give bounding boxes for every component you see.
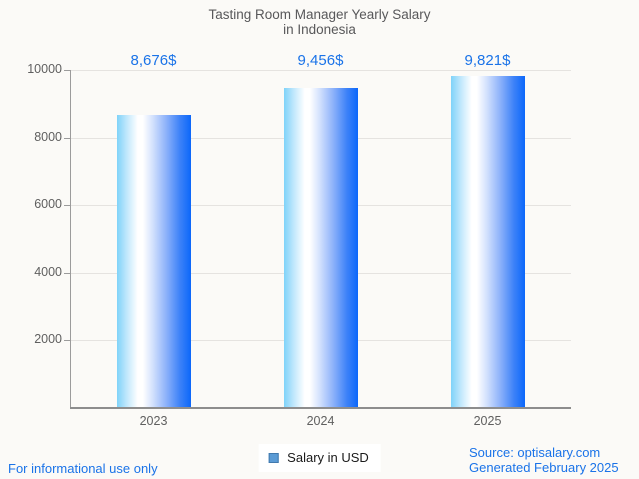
- bar-value-label: 9,456$: [297, 52, 344, 69]
- salary-bar: [283, 88, 358, 407]
- chart-title: Tasting Room Manager Yearly Salary in In…: [0, 7, 639, 37]
- source-text: Source: optisalary.com Generated Februar…: [469, 445, 619, 475]
- salary-bar: [116, 115, 191, 407]
- y-tick-mark: [64, 205, 70, 207]
- legend-swatch-icon: [268, 452, 279, 463]
- disclaimer-text: For informational use only: [8, 461, 158, 476]
- x-axis-category-label: 2024: [306, 414, 335, 428]
- bar-value-label: 9,821$: [464, 52, 511, 69]
- source-line: Source: optisalary.com: [469, 445, 601, 460]
- generated-line: Generated February 2025: [469, 460, 619, 475]
- chart-title-line2: in Indonesia: [283, 22, 356, 37]
- gridline: [70, 70, 571, 71]
- y-tick-mark: [64, 70, 70, 71]
- x-axis-category-label: 2023: [139, 414, 168, 428]
- x-axis-category-label: 2025: [473, 414, 502, 428]
- legend: Salary in USD: [258, 444, 381, 472]
- y-axis-tick-label: 10000: [27, 62, 62, 76]
- y-axis-line: [70, 70, 71, 408]
- y-axis-tick-label: 6000: [34, 197, 62, 212]
- y-tick-mark: [64, 272, 70, 274]
- y-tick-mark: [64, 137, 70, 139]
- y-axis-tick-label: 4000: [34, 264, 62, 279]
- y-tick-mark: [64, 340, 70, 342]
- y-axis-tick-label: 8000: [34, 129, 62, 144]
- x-axis-line: [70, 407, 571, 409]
- legend-label: Salary in USD: [287, 450, 369, 465]
- bar-value-label: 8,676$: [130, 52, 177, 69]
- chart-title-line1: Tasting Room Manager Yearly Salary: [208, 7, 431, 22]
- salary-bar: [450, 76, 525, 407]
- y-axis-tick-label: 2000: [34, 332, 62, 347]
